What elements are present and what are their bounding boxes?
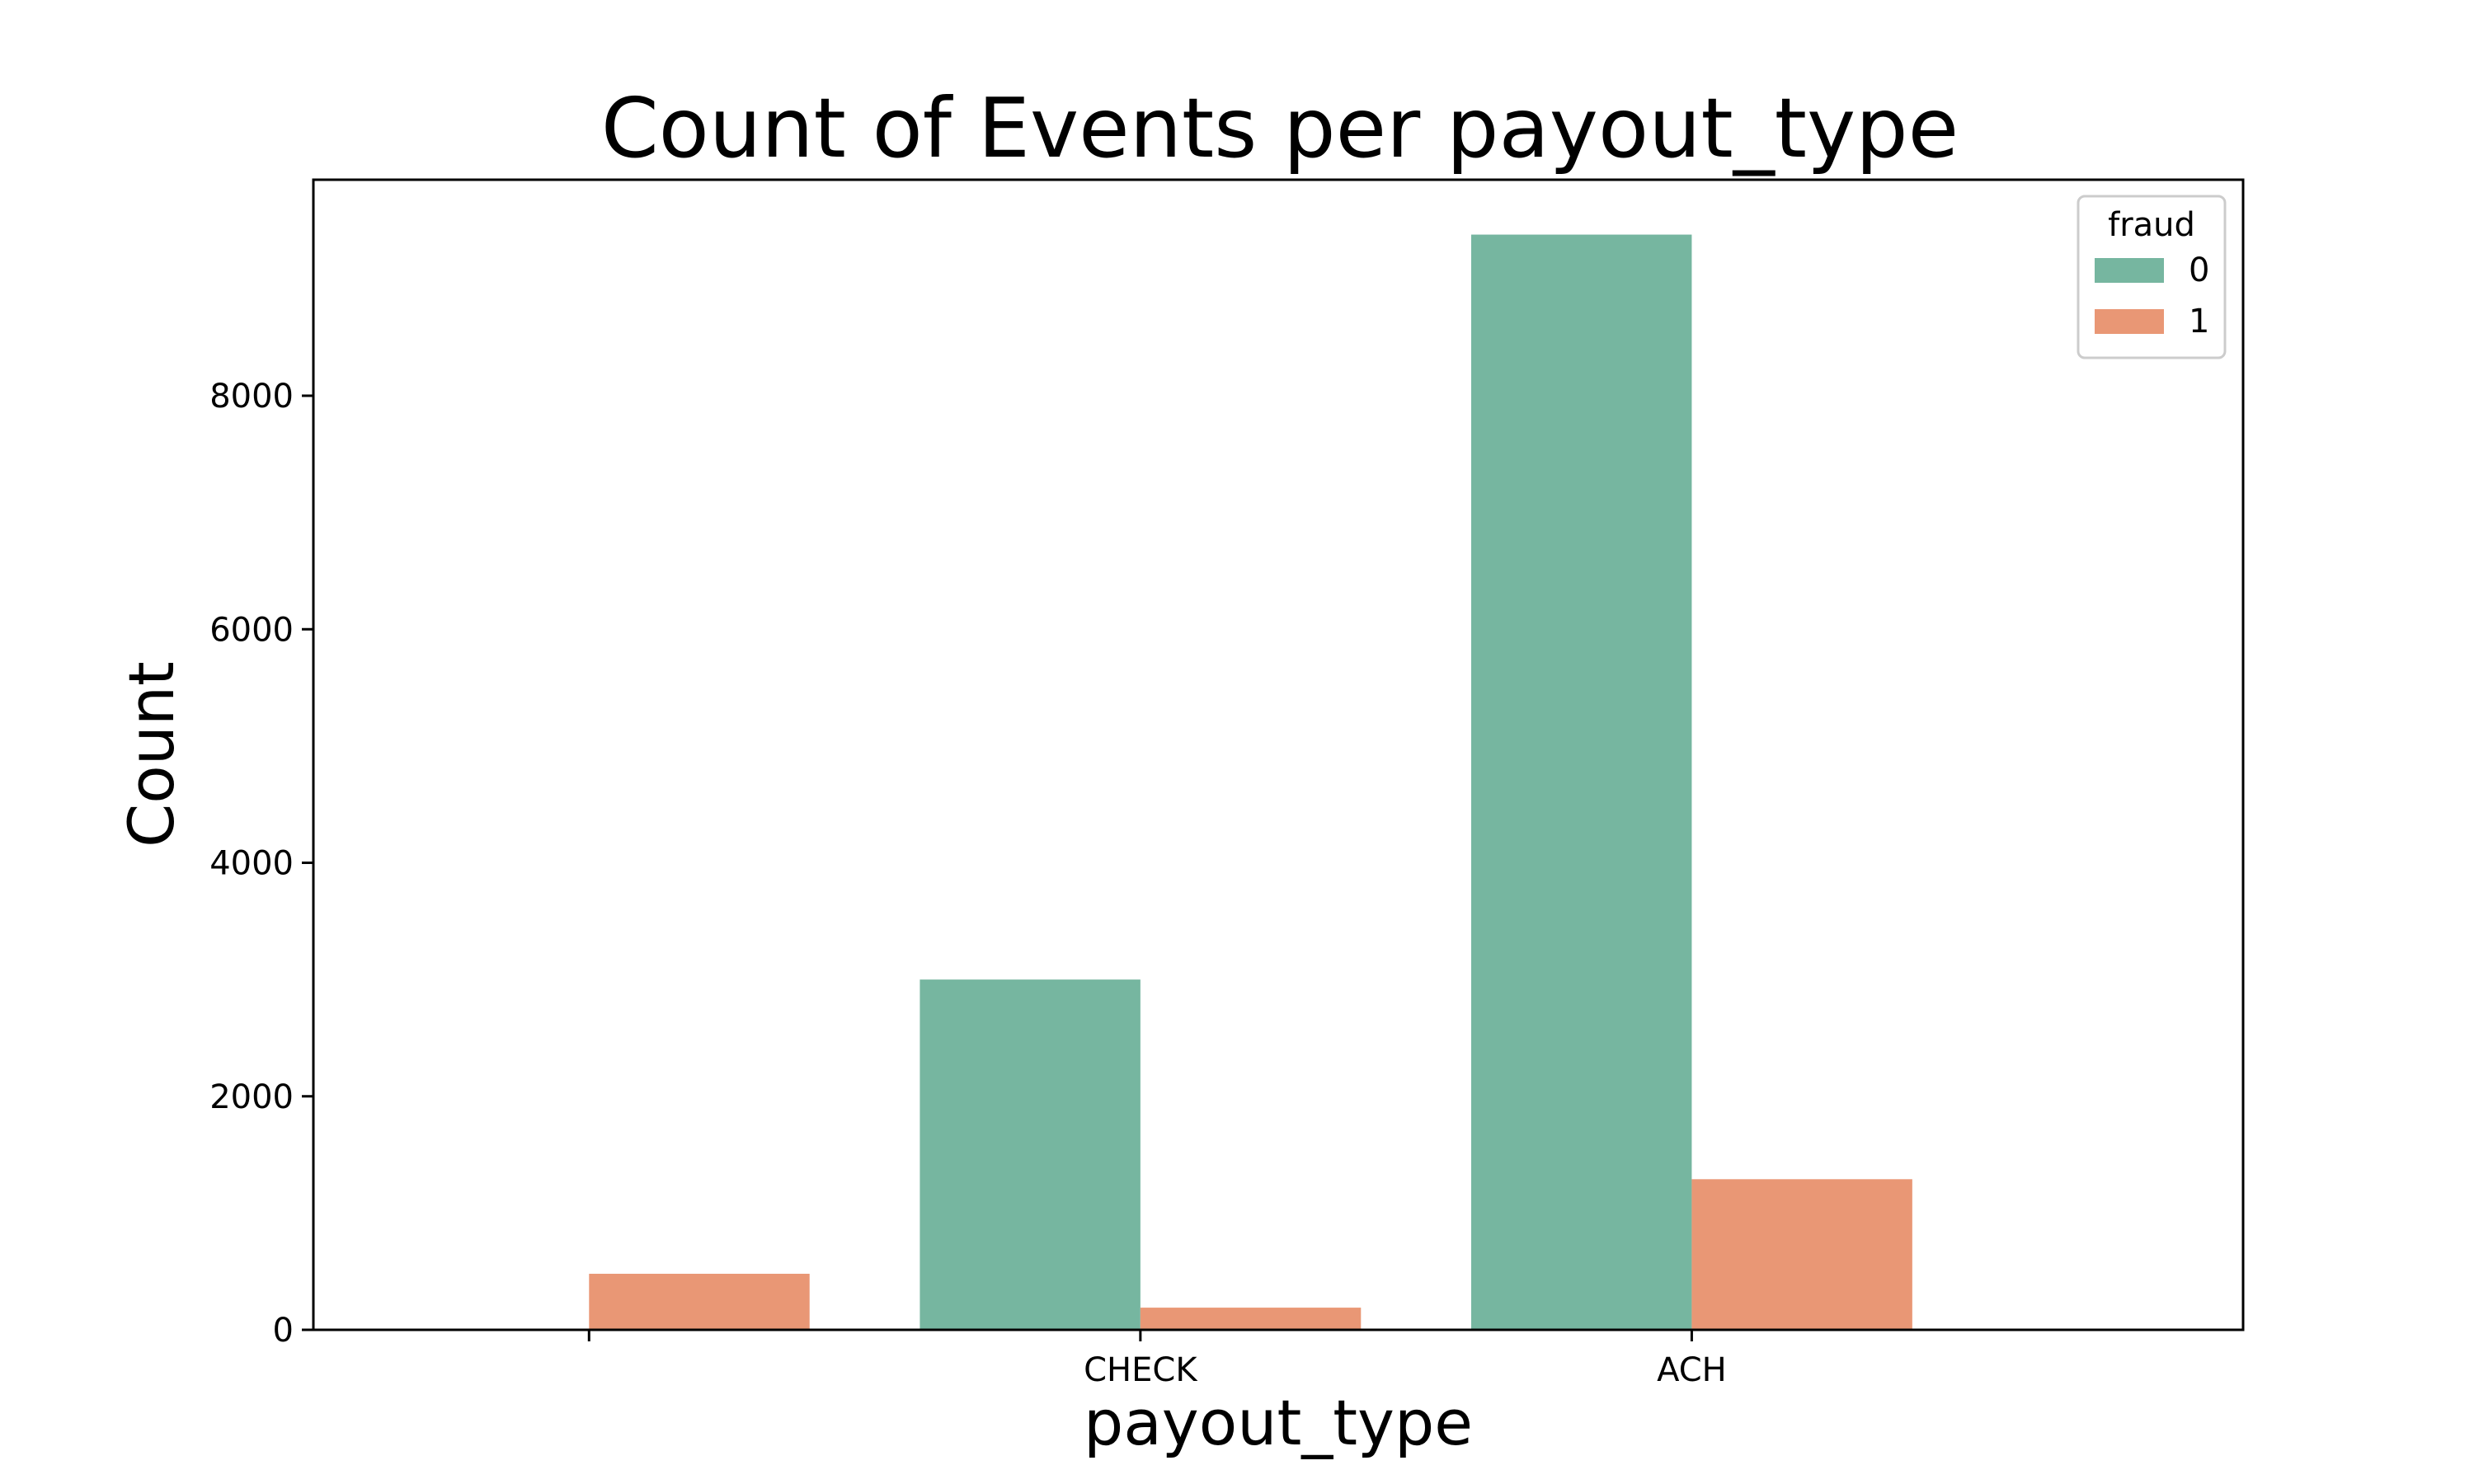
bar-blank-fraud-1 [589, 1274, 810, 1330]
bar-check-fraud-0 [920, 979, 1141, 1330]
y-tick-label: 0 [273, 1312, 294, 1350]
bar-ach-fraud-1 [1691, 1179, 1912, 1330]
x-tick-label: CHECK [1084, 1351, 1198, 1389]
legend-label-1: 1 [2189, 303, 2209, 340]
plot-frame [312, 178, 2245, 1331]
y-axis-title: Count [115, 661, 188, 848]
x-axis-title: payout_type [1084, 1386, 1473, 1459]
y-tick-label: 8000 [209, 378, 294, 416]
legend-swatch-0 [2095, 258, 2164, 283]
legend-label-0: 0 [2189, 251, 2209, 289]
x-tick-label: ACH [1657, 1351, 1727, 1389]
y-axis: 0 2000 4000 6000 8000 [209, 378, 313, 1350]
bars-group [589, 234, 1912, 1330]
legend-swatch-1 [2095, 309, 2164, 334]
x-axis: CHECK ACH [587, 1330, 1727, 1389]
y-tick-label: 6000 [209, 611, 294, 649]
legend-title: fraud [2108, 206, 2195, 244]
bar-ach-fraud-0 [1471, 234, 1692, 1330]
legend-entries: 01 [2095, 251, 2209, 340]
legend: fraud 01 [2077, 195, 2227, 359]
y-tick-label: 4000 [209, 845, 294, 883]
y-tick-label: 2000 [209, 1078, 294, 1116]
chart-title: Count of Events per payout_type [601, 80, 1959, 176]
bar-check-fraud-1 [1140, 1308, 1362, 1330]
